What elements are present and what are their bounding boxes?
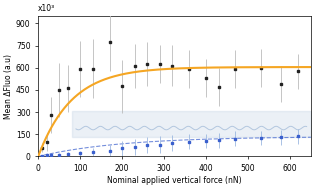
X-axis label: Nominal applied vertical force (nN): Nominal applied vertical force (nN) <box>107 176 242 185</box>
Text: x10³: x10³ <box>38 4 55 13</box>
Y-axis label: Mean ΔFluo (a.u): Mean ΔFluo (a.u) <box>4 54 13 119</box>
